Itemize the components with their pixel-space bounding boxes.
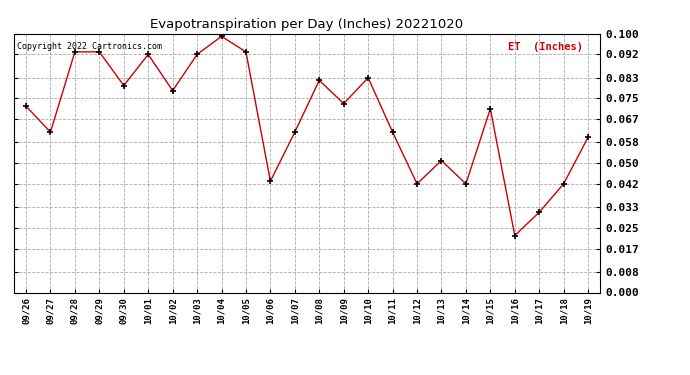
Text: ET  (Inches): ET (Inches) bbox=[508, 42, 582, 51]
Text: Copyright 2022 Cartronics.com: Copyright 2022 Cartronics.com bbox=[17, 42, 161, 51]
Title: Evapotranspiration per Day (Inches) 20221020: Evapotranspiration per Day (Inches) 2022… bbox=[150, 18, 464, 31]
